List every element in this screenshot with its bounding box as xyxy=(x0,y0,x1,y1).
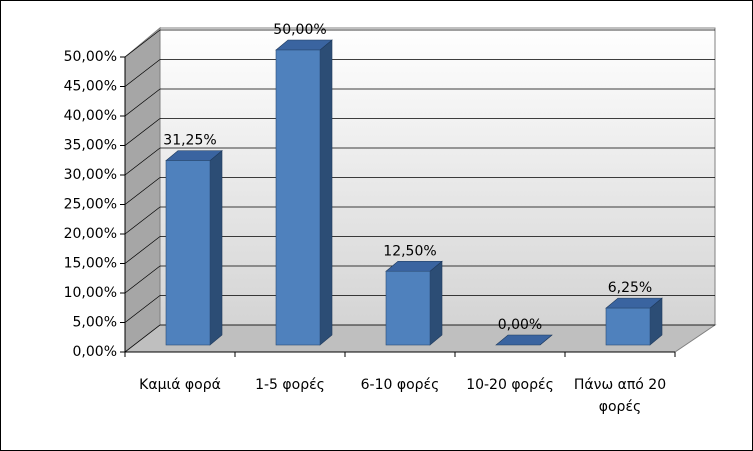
value-label: 12,50% xyxy=(383,243,436,259)
grid-line xyxy=(124,324,161,353)
x-tick-label: 6-10 φορές xyxy=(360,377,440,393)
y-tick-label: 5,00% xyxy=(73,315,117,331)
bar-side xyxy=(209,149,223,346)
x-tick-label: Πάνω από 20 φορές xyxy=(573,377,667,415)
grid-line xyxy=(124,265,161,294)
value-label: 50,00% xyxy=(273,22,326,38)
y-tick-label: 10,00% xyxy=(64,285,117,301)
bar xyxy=(605,307,651,346)
grid-line xyxy=(124,88,161,117)
y-tick-label: 0,00% xyxy=(73,344,117,360)
bar-side xyxy=(429,260,443,346)
grid-line xyxy=(124,147,161,176)
y-tick-label: 45,00% xyxy=(64,79,117,95)
y-tick-label: 20,00% xyxy=(64,226,117,242)
bar xyxy=(275,49,321,346)
grid-line xyxy=(124,59,161,87)
grid-line xyxy=(124,118,161,146)
y-tick-label: 30,00% xyxy=(64,167,117,183)
grid-line xyxy=(124,29,161,58)
bar xyxy=(165,160,211,346)
side-wall xyxy=(124,26,161,354)
bar-top xyxy=(495,334,553,346)
y-tick-label: 25,00% xyxy=(64,197,117,213)
grid-line xyxy=(124,236,161,264)
value-label: 6,25% xyxy=(608,280,652,296)
x-tick-label: 10-20 φορές xyxy=(466,377,554,393)
value-label: 0,00% xyxy=(498,317,542,333)
value-label: 31,25% xyxy=(163,133,216,149)
x-tick-label: Καμιά φορά xyxy=(139,377,221,393)
bar xyxy=(385,270,431,346)
grid-line xyxy=(124,206,161,235)
x-tick-label: 1-5 φορές xyxy=(255,377,325,393)
grid-line xyxy=(124,295,161,323)
y-tick-label: 40,00% xyxy=(64,108,117,124)
grid-line xyxy=(124,177,161,205)
bar-side xyxy=(319,39,333,346)
y-tick-label: 15,00% xyxy=(64,256,117,272)
y-tick-label: 50,00% xyxy=(64,49,117,65)
y-tick-label: 35,00% xyxy=(64,138,117,154)
